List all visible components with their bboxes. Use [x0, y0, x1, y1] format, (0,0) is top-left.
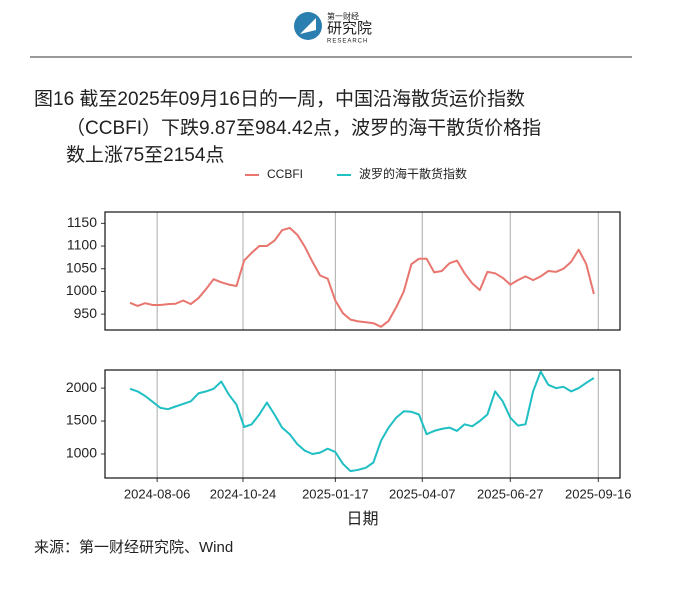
plot-frame: [104, 211, 621, 331]
legend-label: 波罗的海干散货指数: [359, 166, 467, 181]
y-tick-label: 2000: [66, 379, 97, 395]
legend-label: CCBFI: [267, 167, 303, 181]
y-tick-label: 1150: [67, 214, 97, 230]
x-tick-label: 2025-01-17: [302, 486, 369, 501]
figure-title: 图16 截至2025年09月16日的一周，中国沿海散货运价指数: [34, 88, 525, 110]
y-tick-label: 1000: [66, 445, 97, 461]
logo-name: 研究院: [327, 19, 372, 37]
series-line: [129, 226, 595, 328]
logo-sub: RESEARCH: [327, 39, 368, 45]
y-tick-label: 1100: [67, 237, 97, 253]
figure-title: （CCBFI）下跌9.87至984.42点，波罗的海干散货价格指: [66, 117, 541, 139]
plot-frame: [104, 369, 621, 479]
x-tick-label: 2025-09-16: [565, 486, 632, 501]
y-tick-label: 1050: [66, 259, 97, 275]
y-tick-label: 1000: [66, 282, 97, 298]
figure-title: 数上涨75至2154点: [66, 144, 224, 166]
logo-shape: [300, 18, 316, 34]
x-tick-label: 2024-10-24: [210, 486, 277, 501]
y-tick-label: 1500: [66, 412, 97, 428]
logo-brand: 第一财经: [327, 11, 359, 21]
x-tick-label: 2025-06-27: [477, 486, 544, 501]
x-tick-label: 2024-08-06: [124, 486, 191, 501]
y-tick-label: 950: [74, 305, 98, 321]
x-tick-label: 2025-04-07: [389, 486, 456, 501]
source: 来源：第一财经研究院、Wind: [34, 538, 233, 556]
series-line: [129, 370, 595, 473]
x-axis-label: 日期: [346, 510, 378, 528]
